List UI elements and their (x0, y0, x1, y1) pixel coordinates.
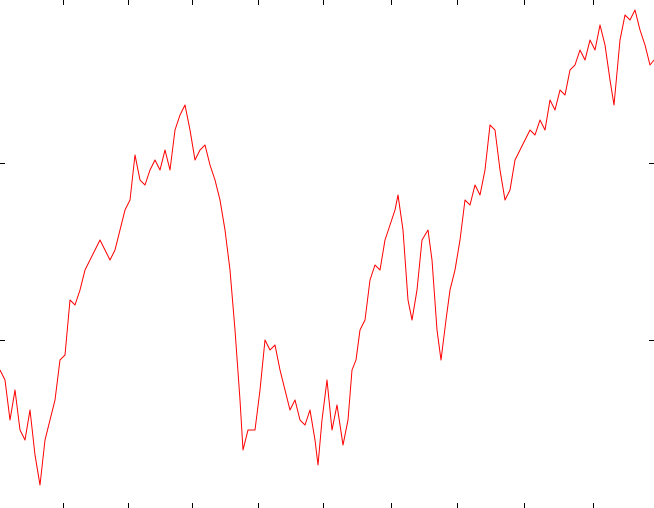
data-line (0, 9, 654, 486)
